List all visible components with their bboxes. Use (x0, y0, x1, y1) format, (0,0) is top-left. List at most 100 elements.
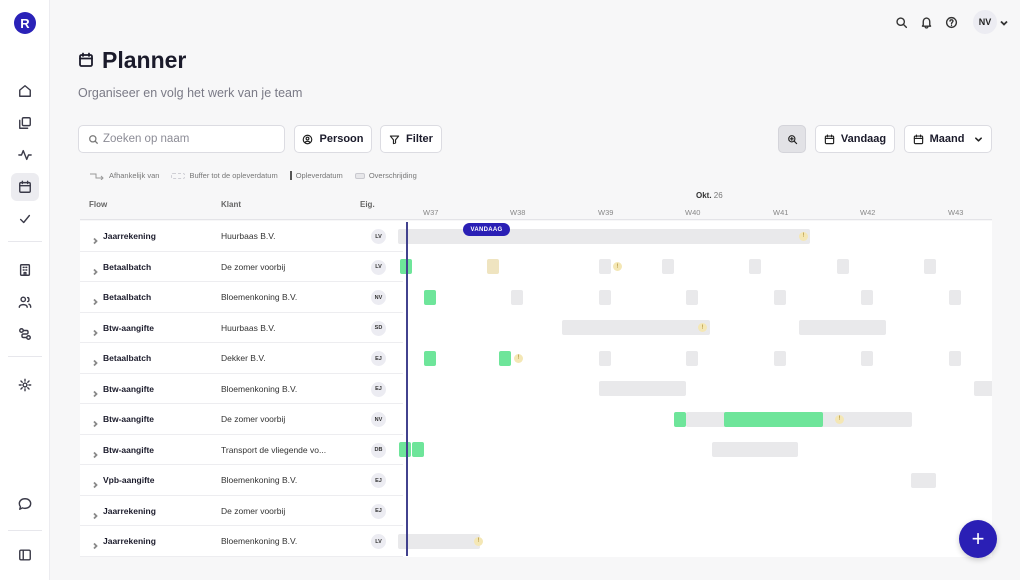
gantt-bar[interactable] (724, 411, 823, 427)
help-icon[interactable] (943, 14, 959, 30)
chevron-right-icon[interactable] (91, 476, 99, 489)
check-icon[interactable] (11, 205, 39, 233)
chevron-right-icon[interactable] (91, 507, 99, 519)
gantt-bar[interactable] (412, 442, 424, 457)
activity-icon[interactable] (11, 141, 39, 169)
panel-icon[interactable] (11, 541, 39, 569)
building-icon[interactable] (11, 256, 39, 284)
bell-icon[interactable] (918, 14, 934, 30)
calendar-icon[interactable] (11, 173, 39, 201)
week-label: W42 (860, 208, 876, 217)
buffer-swatch (171, 172, 186, 179)
row-flow: Btw-aangifte (103, 322, 154, 333)
gantt-bar[interactable] (662, 228, 674, 244)
gantt-bar[interactable] (599, 259, 611, 274)
owner-avatar: LV (371, 534, 386, 549)
gantt-timeline: !!!!!! (398, 221, 992, 557)
gantt-bar[interactable] (949, 289, 961, 305)
table-row[interactable]: Betaalbatch Bloemenkoning B.V. NV (80, 282, 992, 313)
today-button[interactable]: Vandaag (815, 125, 895, 153)
table-row[interactable]: Jaarrekening De zomer voorbij EJ (80, 496, 992, 526)
week-label: W38 (510, 208, 526, 217)
gantt-bar[interactable] (599, 289, 611, 305)
table-row[interactable]: Betaalbatch De zomer voorbij LV (80, 252, 992, 282)
gantt-bar[interactable] (599, 350, 611, 366)
gantt-bar[interactable] (949, 350, 961, 366)
search-icon (89, 134, 99, 144)
table-row[interactable]: Btw-aangifte De zomer voorbij NV (80, 404, 992, 435)
workflow-icon[interactable] (11, 320, 39, 348)
gantt-bar[interactable] (861, 289, 873, 305)
row-flow: Betaalbatch (103, 292, 152, 302)
copy-icon[interactable] (11, 109, 39, 137)
owner-avatar: EJ (371, 503, 386, 519)
owner-avatar: EJ (371, 473, 386, 488)
gantt-bar[interactable] (399, 442, 411, 457)
person-button[interactable]: Persoon (294, 125, 372, 153)
user-avatar[interactable]: NV (973, 10, 997, 34)
gantt-bar[interactable] (398, 228, 810, 244)
gantt-bar[interactable] (499, 350, 511, 366)
chevron-right-icon[interactable] (91, 415, 99, 428)
users-icon[interactable] (11, 288, 39, 316)
gantt-bar[interactable] (599, 381, 686, 396)
gantt-bar[interactable] (511, 289, 523, 305)
legend-deadline: Opleverdatum (289, 171, 343, 180)
app-logo[interactable]: R (14, 12, 36, 34)
owner-avatar: NV (371, 412, 386, 427)
column-header-flow[interactable]: Flow (89, 200, 108, 209)
gantt-bar[interactable] (674, 411, 686, 427)
chat-icon[interactable] (11, 490, 39, 518)
search-input[interactable] (103, 133, 273, 145)
chevron-right-icon[interactable] (91, 537, 99, 550)
gantt-bar[interactable] (774, 289, 786, 305)
table-row[interactable]: Vpb-aangifte Bloemenkoning B.V. EJ (80, 465, 992, 496)
gantt-bar[interactable] (424, 289, 436, 305)
table-row[interactable]: Btw-aangifte Transport de vliegende vo...… (80, 435, 992, 465)
gantt-bar[interactable] (837, 259, 849, 274)
search-box[interactable] (78, 125, 285, 153)
chevron-right-icon[interactable] (91, 293, 99, 306)
owner-avatar: LV (371, 229, 386, 244)
gantt-bar[interactable] (712, 442, 798, 457)
chevron-right-icon[interactable] (91, 324, 99, 336)
gantt-bar[interactable] (662, 259, 674, 274)
table-row[interactable]: Betaalbatch Dekker B.V. EJ (80, 343, 992, 374)
gantt-bar[interactable] (398, 533, 480, 549)
view-select[interactable]: Maand (904, 125, 992, 153)
gantt-bar[interactable] (749, 259, 761, 274)
gantt-bar[interactable] (799, 320, 886, 335)
chevron-right-icon[interactable] (91, 354, 99, 367)
chevron-down-icon[interactable] (999, 15, 1011, 27)
column-header-owner[interactable]: Eig. (360, 200, 375, 209)
gantt-bar[interactable] (686, 289, 698, 305)
filter-button[interactable]: Filter (380, 125, 442, 153)
search-icon[interactable] (893, 14, 909, 30)
add-button[interactable]: + (959, 520, 997, 558)
gantt-bar[interactable] (974, 381, 992, 396)
gantt-bar[interactable] (924, 259, 936, 274)
table-row[interactable]: Jaarrekening Huurbaas B.V. LV (80, 221, 992, 252)
gantt-bar[interactable] (487, 259, 499, 274)
gantt-bar[interactable] (424, 350, 436, 366)
table-row[interactable]: Btw-aangifte Huurbaas B.V. SD (80, 313, 992, 343)
row-divider (80, 433, 403, 435)
home-icon[interactable] (11, 77, 39, 105)
zoom-button[interactable] (778, 125, 806, 153)
chevron-right-icon[interactable] (91, 385, 99, 397)
chevron-right-icon[interactable] (91, 446, 99, 458)
owner-avatar: NV (371, 290, 386, 305)
chevron-right-icon[interactable] (91, 232, 99, 245)
settings-icon[interactable] (11, 371, 39, 399)
gantt-bar[interactable] (861, 350, 873, 366)
legend-overrun: Overschrijding (354, 171, 417, 180)
gantt-bar[interactable] (562, 320, 710, 335)
gantt-bar[interactable] (911, 472, 936, 488)
column-header-client[interactable]: Klant (221, 200, 241, 209)
gantt-bar[interactable] (686, 350, 698, 366)
table-row[interactable]: Jaarrekening Bloemenkoning B.V. LV (80, 526, 992, 557)
row-flow: Jaarrekening (103, 536, 156, 546)
chevron-right-icon[interactable] (91, 263, 99, 275)
table-row[interactable]: Btw-aangifte Bloemenkoning B.V. EJ (80, 374, 992, 404)
gantt-bar[interactable] (774, 350, 786, 366)
